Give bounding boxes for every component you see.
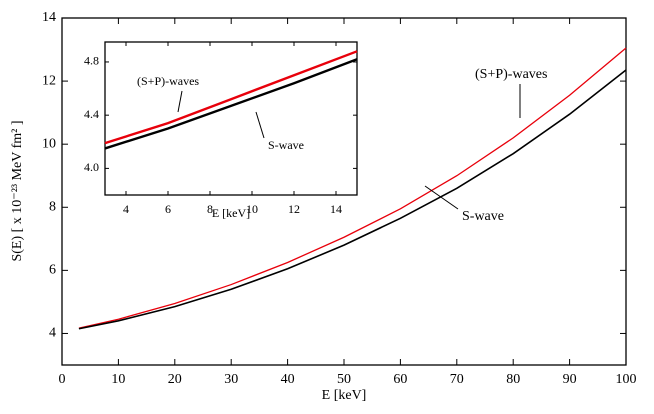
x-tick-label: 80	[506, 372, 520, 387]
x-tick-label: 14	[330, 202, 342, 216]
y-tick-label: 12	[42, 73, 56, 88]
series-line	[104, 58, 358, 150]
annotation: (S+P)-waves	[475, 67, 547, 82]
y-tick-label: 4.4	[84, 107, 99, 121]
annotation-pointer	[424, 185, 459, 210]
annotation: S-wave	[462, 209, 504, 224]
x-tick-label: 8	[207, 202, 213, 216]
x-tick-label: 90	[563, 372, 577, 387]
x-tick-label: 40	[281, 372, 295, 387]
y-tick-label: 10	[42, 136, 56, 151]
x-tick-label: 0	[59, 372, 66, 387]
annotation-pointer	[177, 90, 183, 113]
inset-plot: 4 6 8 10 12 14 4.0 4.4 4.8 E [keV] (S+P)-waves S-wa…	[84, 41, 358, 220]
x-tick-label: 4	[123, 202, 129, 216]
x-tick-label: 20	[168, 372, 182, 387]
x-tick-label: 12	[288, 202, 300, 216]
x-tick-label: 60	[393, 372, 407, 387]
x-tick-label: 50	[337, 372, 351, 387]
annotation: S-wave	[268, 138, 304, 152]
x-tick-label: 10	[111, 372, 125, 387]
series-line	[78, 47, 627, 329]
x-axis-label: E [keV]	[212, 206, 250, 220]
y-tick-label: 8	[49, 199, 56, 214]
annotation-pointer	[255, 111, 265, 139]
x-tick-label: 100	[616, 372, 637, 387]
series-line	[104, 50, 358, 145]
y-axis-label: S(E) [ x 10⁻²³ MeV fm² ]	[10, 120, 25, 261]
y-tick-label: 4	[49, 326, 56, 341]
x-tick-label: 6	[165, 202, 171, 216]
x-tick-label: 10	[246, 202, 258, 216]
y-tick-label: 6	[49, 263, 56, 278]
series-line	[78, 69, 627, 330]
y-tick-label: 4.0	[84, 160, 99, 174]
annotation: (S+P)-waves	[137, 74, 199, 88]
x-tick-label: 30	[224, 372, 238, 387]
y-tick-label: 14	[42, 10, 56, 25]
x-axis-label: E [keV]	[322, 388, 367, 403]
y-tick-label: 4.8	[84, 54, 99, 68]
x-tick-label: 70	[450, 372, 464, 387]
